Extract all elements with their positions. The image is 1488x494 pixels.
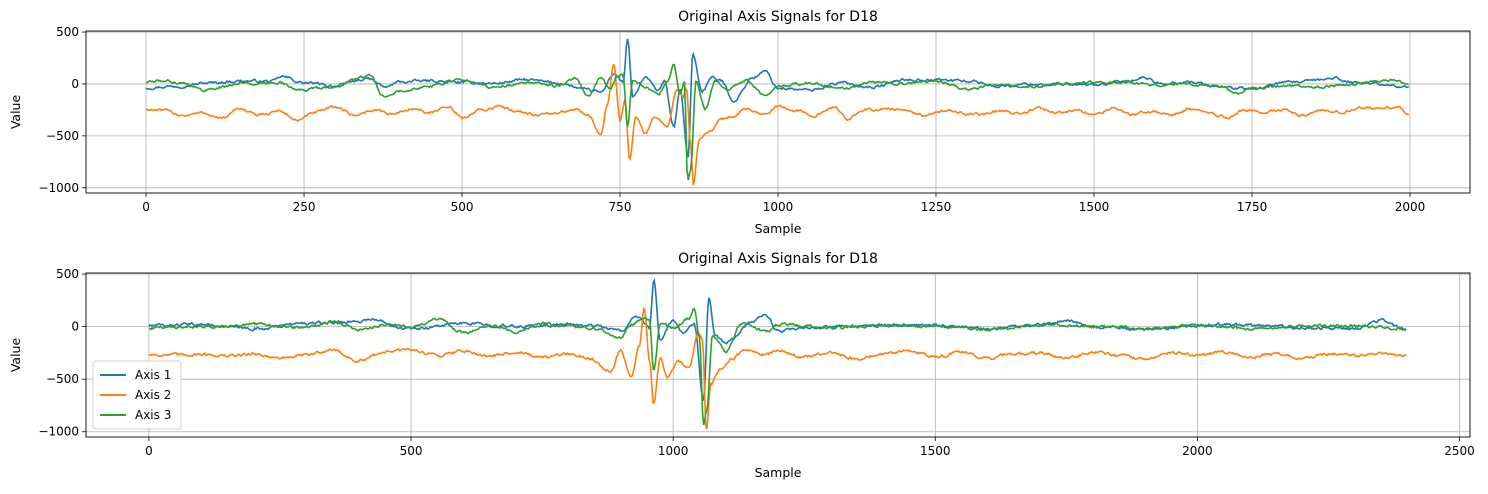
plot-frame — [85, 30, 1471, 194]
x-tick-label: 2000 — [1182, 444, 1213, 458]
x-tick-label: 750 — [609, 200, 632, 214]
y-tick-label: −1000 — [38, 425, 79, 439]
plot-frame — [85, 272, 1471, 438]
x-tick-label: 500 — [451, 200, 474, 214]
series-line-axis-2 — [145, 63, 1410, 186]
x-axis-label: Sample — [755, 221, 802, 236]
x-tick-label: 500 — [400, 444, 423, 458]
legend-label: Axis 1 — [135, 368, 171, 382]
y-tick-label: 500 — [56, 25, 79, 39]
legend-box — [92, 360, 182, 430]
x-tick-label: 1500 — [920, 444, 951, 458]
chart-2: 0 500 1000 1500 2000 2500 −1000 −500 0 500 Origina… — [8, 251, 1475, 480]
x-tick-label: 2000 — [1395, 200, 1426, 214]
x-tick-label: 2500 — [1444, 444, 1475, 458]
x-tick-label: 250 — [293, 200, 316, 214]
y-axis-label: Value — [8, 95, 23, 130]
y-tick-label: −500 — [46, 129, 79, 143]
chart-title: Original Axis Signals for D18 — [678, 9, 878, 25]
series-line-axis-1 — [145, 38, 1410, 158]
x-tick-label: 1750 — [1237, 200, 1268, 214]
chart-1: 0 250 500 750 1000 1250 1500 1750 2000 −1000 −500 0… — [8, 9, 1471, 236]
legend-label: Axis 2 — [135, 388, 171, 402]
chart-title: Original Axis Signals for D18 — [678, 251, 878, 267]
legend: Axis 1 Axis 2 Axis 3 — [92, 360, 182, 430]
series-line-axis-1 — [148, 278, 1407, 401]
x-tick-label: 0 — [142, 200, 150, 214]
x-tick-label: 1500 — [1079, 200, 1110, 214]
x-tick-label: 1000 — [658, 444, 689, 458]
y-tick-label: −500 — [46, 372, 79, 386]
y-tick-label: −1000 — [38, 181, 79, 195]
y-axis-label: Value — [8, 338, 23, 373]
legend-label: Axis 3 — [135, 408, 171, 422]
series-line-axis-2 — [148, 306, 1407, 430]
y-tick-label: 500 — [56, 267, 79, 281]
y-tick-label: 0 — [71, 320, 79, 334]
x-axis-label: Sample — [755, 465, 802, 480]
x-tick-label: 1250 — [921, 200, 952, 214]
y-tick-label: 0 — [71, 77, 79, 91]
series-line-axis-3 — [148, 307, 1406, 426]
x-tick-label: 0 — [145, 444, 153, 458]
series-line-axis-3 — [145, 63, 1409, 181]
x-tick-label: 1000 — [763, 200, 794, 214]
